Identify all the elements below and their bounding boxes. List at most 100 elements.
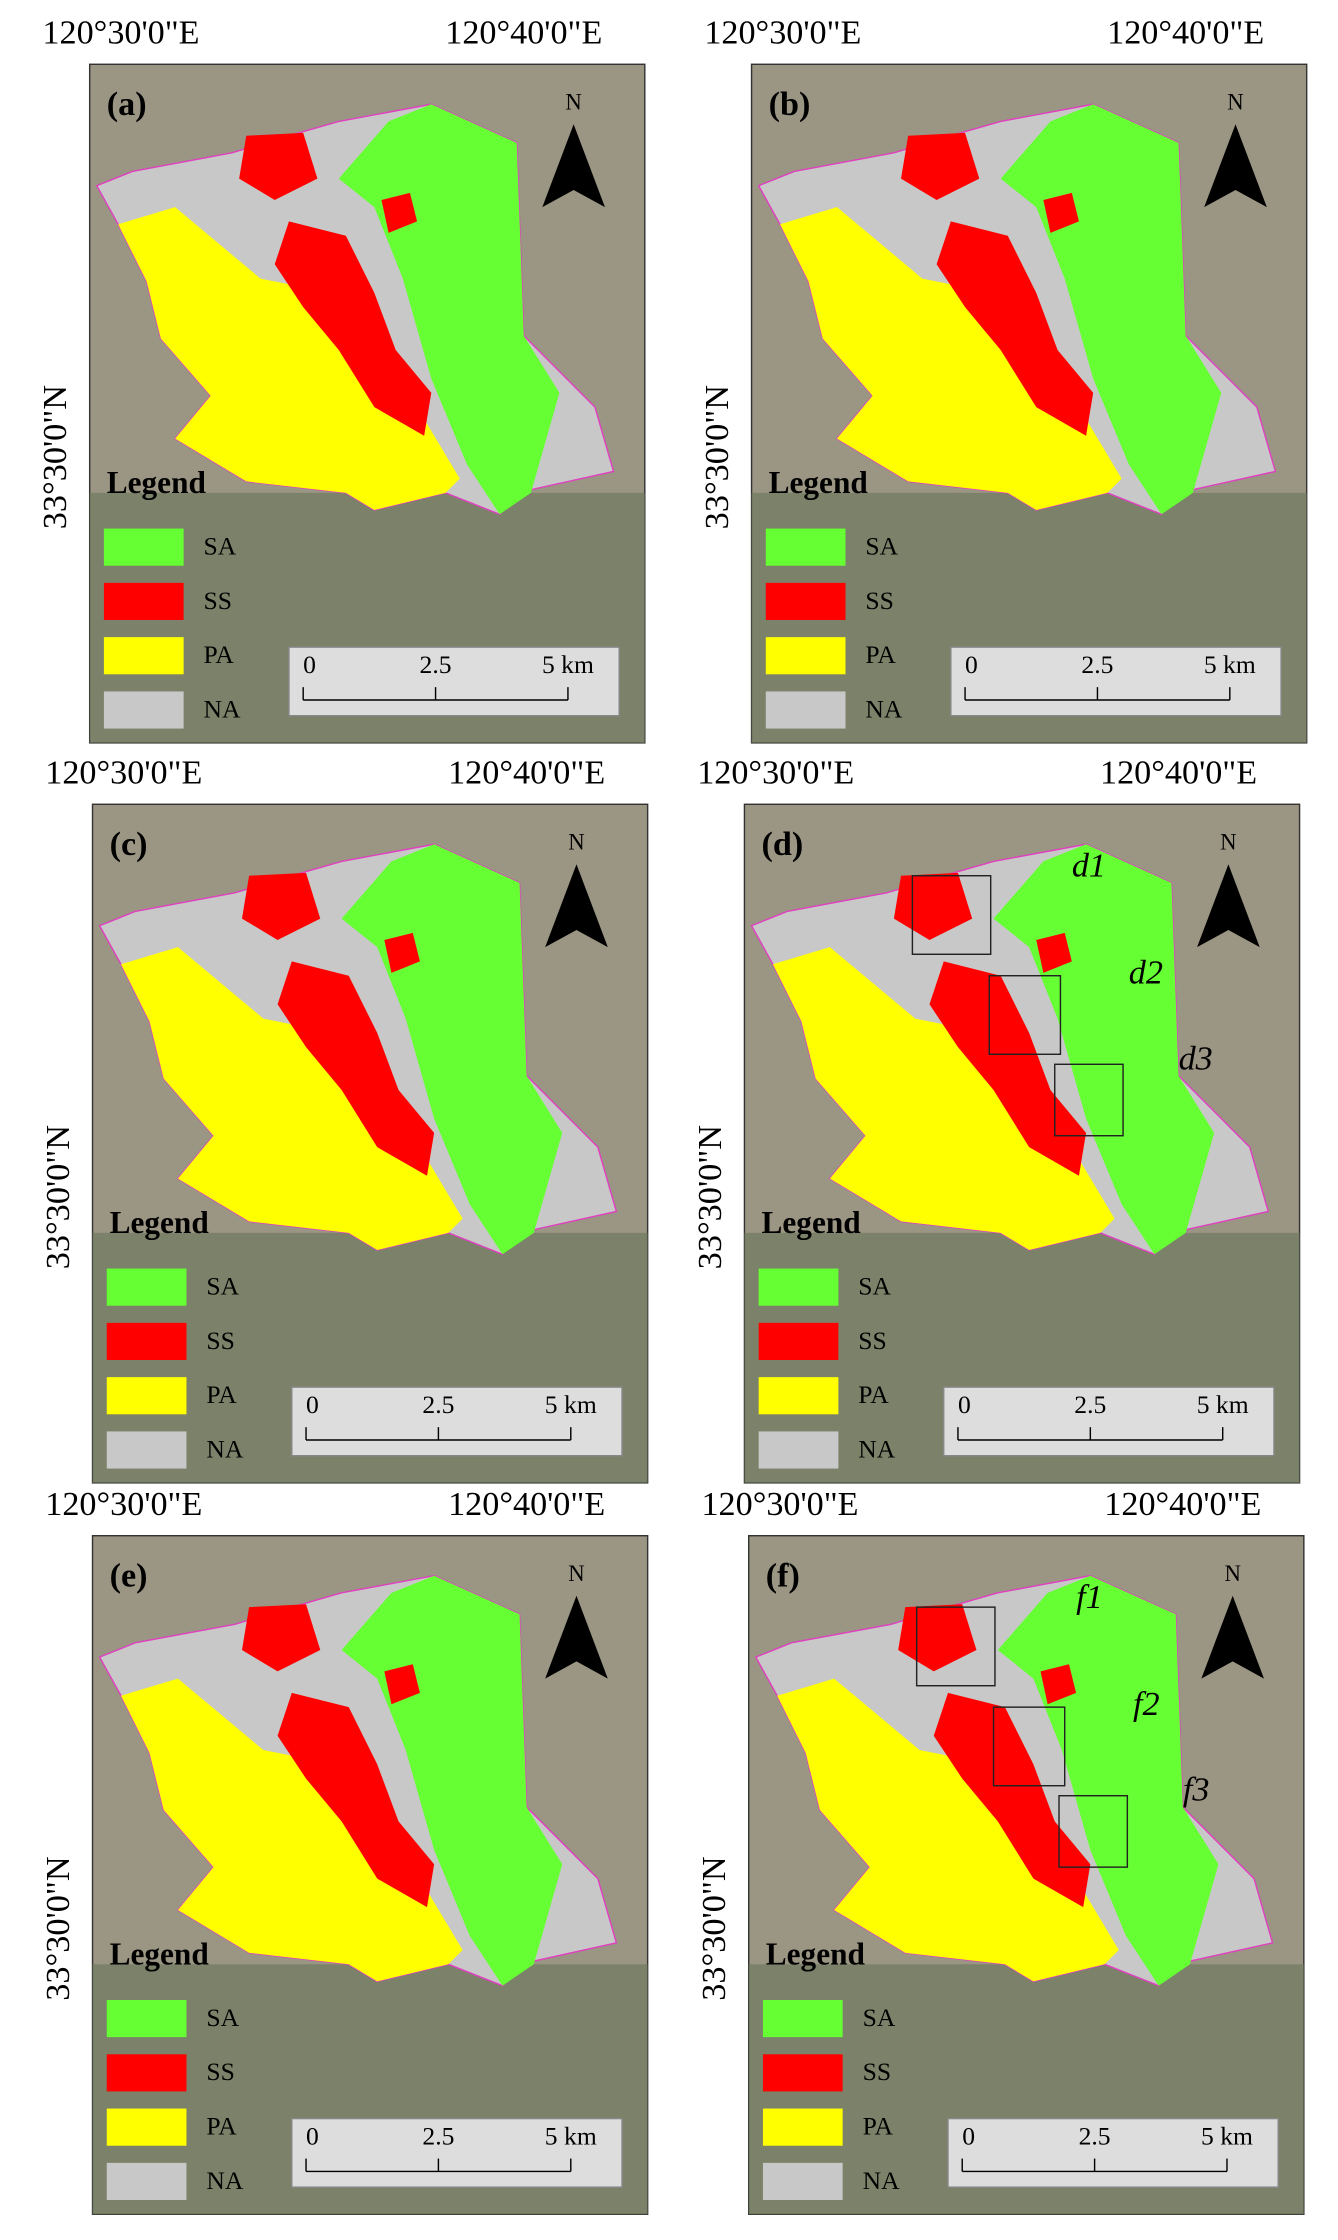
latitude-label: 33°30'0"N [692, 1125, 729, 1269]
latitude-label: 33°30'0"N [37, 385, 74, 529]
scale-bar-box [288, 646, 620, 717]
legend-label: SA [858, 1271, 891, 1300]
legend-swatch [758, 1268, 839, 1306]
north-arrow [542, 124, 605, 208]
annotation-box [911, 875, 992, 955]
legend-swatch [106, 1268, 187, 1306]
legend-swatch [765, 582, 846, 620]
ss-area [1040, 1664, 1077, 1705]
north-label: N [568, 1561, 584, 1586]
legend-label: SA [204, 531, 237, 560]
map-panel: (e) N Legend SA SS PA NA 0 2.5 5 km [91, 1535, 649, 2215]
legend-label: NA [206, 2166, 243, 2195]
longitude-label: 120°40'0"E [1104, 1486, 1261, 1523]
legend-label: SA [863, 2003, 896, 2032]
legend-label: PA [206, 1380, 237, 1409]
legend-title: Legend [762, 1205, 862, 1240]
pa-area [780, 207, 1122, 510]
legend-swatch [103, 582, 184, 620]
legend-swatch [758, 1322, 839, 1360]
legend-label: SS [206, 1326, 234, 1355]
legend-title: Legend [110, 1205, 210, 1240]
legend-swatch [103, 528, 184, 566]
legend-label: SS [858, 1326, 886, 1355]
legend-label: PA [865, 640, 896, 669]
legend-swatch [106, 2000, 187, 2038]
legend-label: NA [204, 694, 241, 723]
legend-swatch [106, 2054, 187, 2092]
legend-label: NA [858, 1434, 895, 1463]
annotation-label: f1 [1076, 1579, 1103, 1616]
ss-area [241, 1604, 321, 1672]
ss-area [893, 872, 973, 940]
scale-bar-label: 0 [958, 1390, 971, 1419]
legend-swatch [103, 637, 184, 675]
longitude-label: 120°40'0"E [448, 755, 605, 792]
ss-area [1036, 932, 1072, 973]
latitude-label: 33°30'0"N [40, 1856, 77, 2000]
scale-bar-label: 5 km [1204, 650, 1256, 679]
scale-bar-label: 0 [303, 650, 316, 679]
north-label: N [1227, 89, 1243, 114]
legend-swatch [106, 1431, 187, 1469]
pa-area [120, 947, 463, 1250]
longitude-label: 120°40'0"E [1100, 755, 1257, 792]
legend-swatch [106, 1377, 187, 1415]
ss-area [277, 1692, 435, 1908]
legend-swatch [762, 2108, 843, 2146]
ss-area [241, 872, 321, 940]
legend-swatch [758, 1377, 839, 1415]
scale-bar-box [943, 1386, 1275, 1457]
latitude-label: 33°30'0"N [696, 1856, 733, 2000]
ss-area [381, 192, 418, 233]
north-arrow [1197, 864, 1260, 948]
north-label: N [568, 829, 584, 854]
scale-bar-label: 0 [306, 2121, 319, 2150]
longitude-label: 120°30'0"E [42, 15, 199, 52]
annotation-box [1058, 1795, 1129, 1868]
north-arrow [1204, 124, 1267, 208]
scale-bar-label: 0 [962, 2121, 975, 2150]
legend-swatch [762, 2000, 843, 2038]
legend-label: PA [204, 640, 235, 669]
north-label: N [1220, 829, 1236, 854]
scale-bar-label: 5 km [1197, 1390, 1249, 1419]
pa-area [120, 1678, 463, 1982]
ss-area [239, 132, 318, 200]
latitude-label: 33°30'0"N [699, 385, 736, 529]
legend-label: SA [206, 2003, 239, 2032]
legend-title: Legend [107, 465, 207, 500]
scale-bar-label: 5 km [542, 650, 594, 679]
longitude-label: 120°30'0"E [697, 755, 854, 792]
legend-label: PA [858, 1380, 889, 1409]
ss-area [384, 1664, 420, 1705]
legend-title: Legend [110, 1936, 210, 1971]
legend-swatch [106, 2108, 187, 2146]
ss-area [1043, 192, 1079, 233]
legend-label: PA [863, 2111, 894, 2140]
scale-bar-label: 2.5 [1081, 650, 1113, 679]
map-panel: (f) N Legend SA SS PA NA 0 2.5 5 km f1 f2 f3 [747, 1535, 1305, 2215]
north-arrow [545, 1595, 608, 1679]
annotation-box [1054, 1063, 1124, 1137]
longitude-label: 120°40'0"E [448, 1486, 605, 1523]
longitude-label: 120°40'0"E [445, 15, 602, 52]
annotation-box [988, 975, 1062, 1055]
scale-bar-label: 2.5 [422, 2121, 454, 2150]
legend-swatch [106, 1322, 187, 1360]
annotation-label: f3 [1183, 1772, 1210, 1809]
annotation-box [915, 1606, 996, 1687]
map-panel: (d) N Legend SA SS PA NA 0 2.5 5 km d1 d2 d3 [743, 803, 1301, 1484]
pa-area [118, 207, 460, 510]
legend-label: PA [206, 2111, 237, 2140]
scale-bar-label: 2.5 [1079, 2121, 1111, 2150]
legend-label: SA [865, 531, 898, 560]
pa-area [777, 1678, 1119, 1982]
scale-bar-label: 2.5 [420, 650, 452, 679]
ss-area [274, 221, 432, 436]
ss-area [384, 932, 420, 973]
panel-label: (f) [766, 1557, 800, 1594]
legend-swatch [765, 528, 846, 566]
legend-title: Legend [769, 465, 869, 500]
